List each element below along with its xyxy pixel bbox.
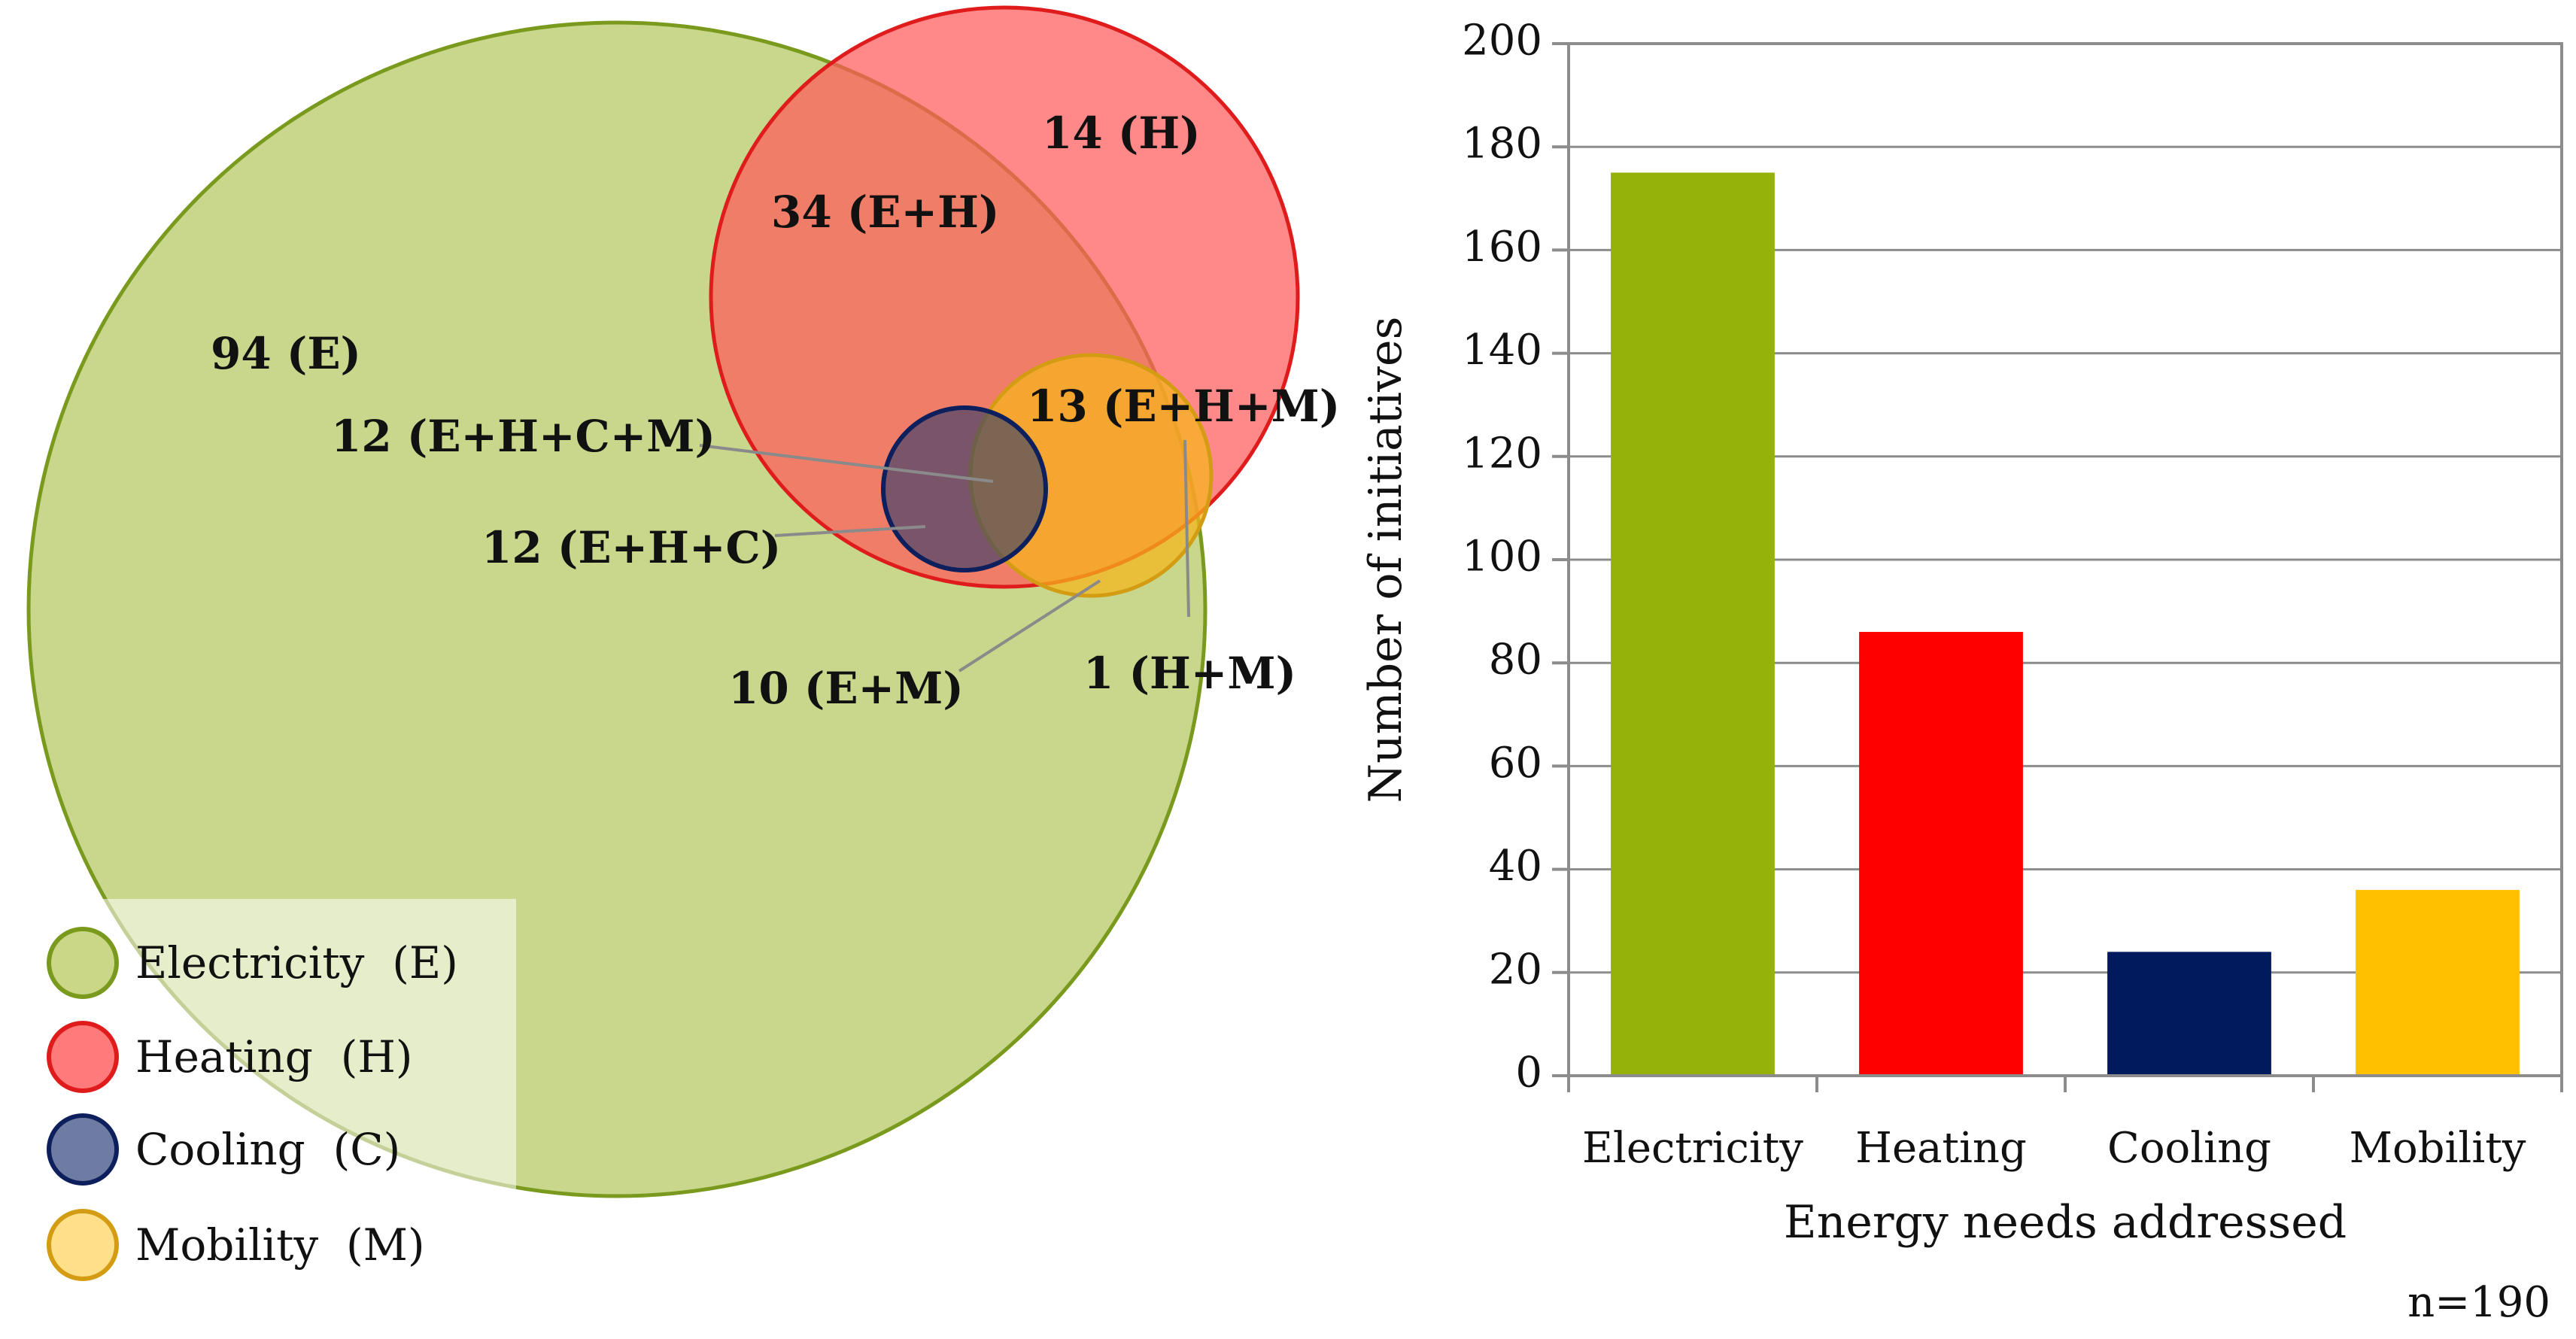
y-tick-label-140: 140 <box>1462 326 1542 375</box>
y-tick-label-120: 120 <box>1462 429 1542 478</box>
y-tick-label-100: 100 <box>1462 533 1542 581</box>
legend-marker-cooling <box>47 1113 119 1186</box>
y-tick-label-60: 60 <box>1489 739 1542 788</box>
sample-size-annotation: n=190 <box>2407 1278 2550 1327</box>
legend-marker-mobility <box>47 1209 119 1281</box>
bar-electricity <box>1611 172 1775 1076</box>
x-axis-title: Energy needs addressed <box>1784 1196 2347 1249</box>
legend-label-cooling: Cooling (C) <box>135 1124 400 1175</box>
y-axis-ticks: 0 20 40 60 80 100 120 140 160 180 200 <box>1462 17 1569 1098</box>
y-tick-label-0: 0 <box>1515 1049 1542 1098</box>
leader-line-e-h-c <box>774 525 926 537</box>
x-tick-label-electricity: Electricity <box>1582 1124 1803 1173</box>
legend-label-heating: Heating (H) <box>135 1031 413 1082</box>
region-label-e: 94 (E) <box>211 328 361 379</box>
bar-heating <box>1859 632 2023 1076</box>
bar-cooling <box>2107 952 2271 1076</box>
region-label-e-h-c-m: 12 (E+H+C+M) <box>331 411 715 462</box>
legend-label-electricity: Electricity (E) <box>135 937 458 988</box>
leader-line-e-m <box>958 579 1101 673</box>
y-tick-label-80: 80 <box>1489 636 1542 685</box>
x-axis-ticks: Electricity Heating Cooling Mobility <box>1567 1076 2563 1173</box>
y-tick-label-40: 40 <box>1489 842 1542 891</box>
y-axis-title: Number of initiatives <box>1359 317 1412 803</box>
x-tick-label-mobility: Mobility <box>2350 1124 2526 1173</box>
leader-line-h-m <box>1183 439 1190 618</box>
cooling-circle <box>881 405 1048 572</box>
y-tick-label-200: 200 <box>1462 17 1542 65</box>
legend-marker-heating <box>47 1021 119 1093</box>
legend-marker-electricity <box>47 927 119 999</box>
region-label-h-m: 1 (H+M) <box>1083 648 1296 699</box>
y-tick-label-180: 180 <box>1462 120 1542 169</box>
legend-label-mobility: Mobility (M) <box>135 1219 425 1271</box>
venn-legend: Electricity (E) Heating (H) Cooling (C) … <box>47 927 458 1281</box>
venn-diagram: 94 (E) 14 (H) 34 (E+H) 13 (E+H+M) 12 (E+… <box>0 5 1340 1281</box>
y-tick-label-20: 20 <box>1489 945 1542 994</box>
x-tick-label-heating: Heating <box>1855 1124 2027 1173</box>
region-label-e-m: 10 (E+M) <box>728 663 964 714</box>
leader-line-e-h-c-m <box>699 444 994 483</box>
region-label-e-h-m: 13 (E+H+M) <box>1027 381 1340 432</box>
x-tick-label-cooling: Cooling <box>2107 1124 2271 1173</box>
region-label-h: 14 (H) <box>1042 108 1201 159</box>
bar-chart: 0 20 40 60 80 100 120 140 160 180 200 Electricity H… <box>1359 17 2563 1327</box>
region-label-e-h-c: 12 (E+H+C) <box>481 522 781 573</box>
region-label-e-h: 34 (E+H) <box>771 187 999 238</box>
bar-mobility <box>2356 890 2520 1076</box>
y-tick-label-160: 160 <box>1462 223 1542 272</box>
bars <box>1611 172 2520 1076</box>
